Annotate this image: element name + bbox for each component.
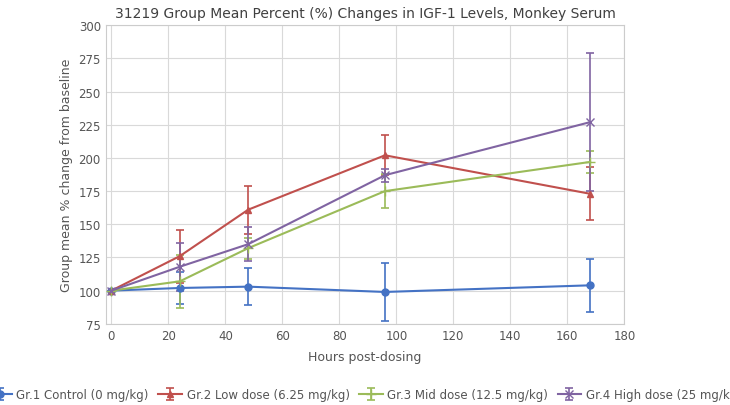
Y-axis label: Group mean % change from baseline: Group mean % change from baseline: [60, 59, 73, 292]
X-axis label: Hours post-dosing: Hours post-dosing: [308, 350, 422, 363]
Legend: Gr.1 Control (0 mg/kg), Gr.2 Low dose (6.25 mg/kg), Gr.3 Mid dose (12.5 mg/kg), : Gr.1 Control (0 mg/kg), Gr.2 Low dose (6…: [0, 384, 730, 405]
Title: 31219 Group Mean Percent (%) Changes in IGF-1 Levels, Monkey Serum: 31219 Group Mean Percent (%) Changes in …: [115, 7, 615, 21]
